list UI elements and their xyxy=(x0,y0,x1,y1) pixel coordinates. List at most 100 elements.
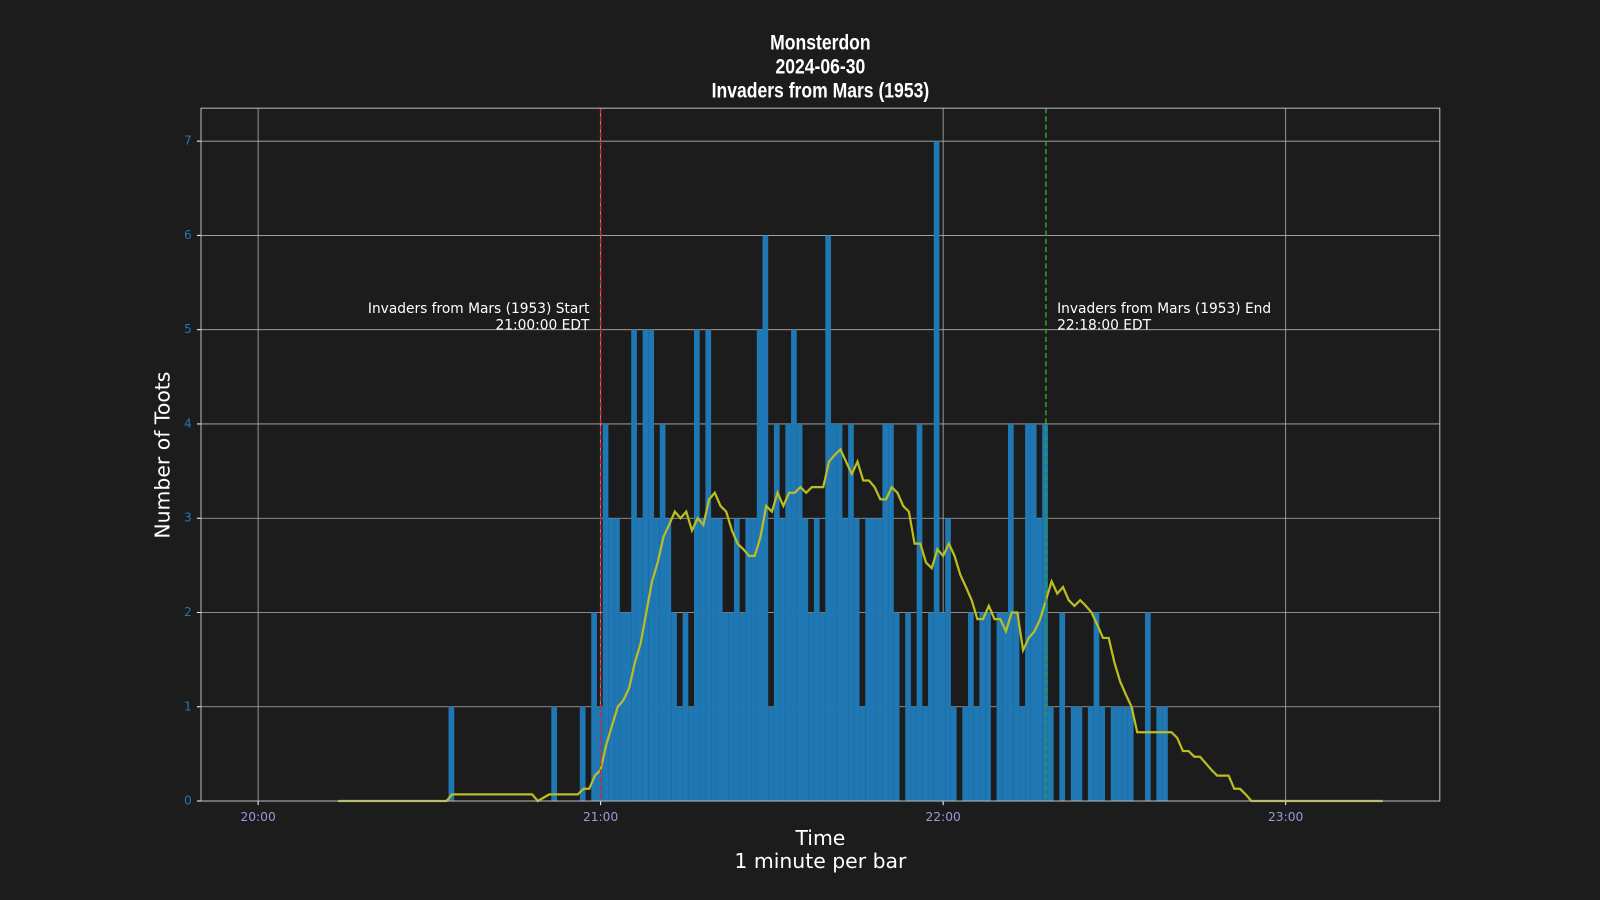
y-axis-label: Number of Toots xyxy=(150,372,174,539)
bar xyxy=(608,518,615,802)
bar xyxy=(591,612,597,802)
bar xyxy=(802,518,809,802)
bar xyxy=(870,518,877,802)
bar xyxy=(1042,423,1048,802)
bar xyxy=(619,612,626,802)
bar xyxy=(642,329,649,802)
chart-title: Invaders from Mars (1953) xyxy=(712,79,930,103)
bar xyxy=(1122,706,1128,802)
bar xyxy=(728,612,734,802)
bar xyxy=(705,329,712,802)
bar xyxy=(1116,706,1123,802)
bar xyxy=(1025,423,1031,802)
bar xyxy=(1110,706,1117,802)
bar xyxy=(1036,518,1043,802)
bar xyxy=(950,706,957,802)
bar xyxy=(596,706,603,802)
x-tick-label: 23:00 xyxy=(1268,810,1303,824)
bar xyxy=(808,612,814,802)
bar xyxy=(636,518,643,802)
bar xyxy=(910,706,917,802)
bar xyxy=(916,423,923,802)
bar xyxy=(762,235,769,802)
y-tick-label: 4 xyxy=(184,416,192,430)
bar xyxy=(791,329,797,802)
bar xyxy=(602,423,609,802)
x-axis-label: 1 minute per bar xyxy=(734,849,907,873)
bar xyxy=(1076,706,1083,802)
bar xyxy=(648,329,655,802)
x-axis-label: Time xyxy=(794,826,845,850)
bar xyxy=(1070,706,1077,802)
bar xyxy=(694,329,700,802)
annotation-text: 21:00:00 EDT xyxy=(495,318,589,334)
bar xyxy=(939,612,946,802)
bar xyxy=(1030,423,1037,802)
bar xyxy=(785,423,792,802)
bar xyxy=(945,518,951,802)
bar xyxy=(796,423,803,802)
y-tick-label: 1 xyxy=(184,699,192,713)
bar xyxy=(933,141,940,802)
y-tick-label: 5 xyxy=(184,322,192,336)
bar xyxy=(773,423,780,802)
bar xyxy=(699,518,706,802)
bar xyxy=(671,612,677,802)
bar xyxy=(1156,706,1163,802)
bar xyxy=(968,612,974,802)
bar xyxy=(733,518,740,802)
bar xyxy=(631,329,637,802)
bar xyxy=(614,518,620,802)
bar xyxy=(688,706,695,802)
bar xyxy=(853,518,860,802)
bar xyxy=(1099,706,1106,802)
bar xyxy=(625,612,632,802)
bar xyxy=(859,706,866,802)
bar xyxy=(813,518,820,802)
bar xyxy=(1162,706,1168,802)
bar xyxy=(893,612,900,802)
x-tick-label: 22:00 xyxy=(926,810,961,824)
y-tick-label: 3 xyxy=(184,511,192,525)
bar xyxy=(825,235,832,802)
bar xyxy=(1093,612,1100,802)
bar xyxy=(551,706,557,802)
bar xyxy=(962,706,969,802)
bar xyxy=(676,706,683,802)
bar xyxy=(745,518,752,802)
bar xyxy=(1047,706,1054,802)
bar xyxy=(842,518,849,802)
bar xyxy=(888,423,894,802)
y-tick-label: 0 xyxy=(184,794,192,808)
bar xyxy=(756,329,763,802)
bar xyxy=(928,612,934,802)
chart-title: 2024-06-30 xyxy=(776,55,866,79)
bar xyxy=(579,706,586,802)
rolling-line xyxy=(338,447,1383,803)
bar xyxy=(831,423,837,802)
bar xyxy=(819,612,826,802)
bar xyxy=(882,423,889,802)
annotation-text: Invaders from Mars (1953) End xyxy=(1057,301,1271,317)
bar xyxy=(836,423,843,802)
bar xyxy=(905,612,911,802)
x-tick-label: 21:00 xyxy=(583,810,618,824)
bar xyxy=(722,612,729,802)
bar xyxy=(1144,612,1151,802)
bar xyxy=(1127,706,1134,802)
y-tick-label: 6 xyxy=(184,228,192,242)
bar xyxy=(716,518,723,802)
bar xyxy=(739,612,746,802)
plot-frame xyxy=(200,107,1441,802)
bar xyxy=(1087,706,1094,802)
bar xyxy=(922,706,929,802)
y-tick-label: 2 xyxy=(184,605,192,619)
bar xyxy=(448,706,455,802)
bar xyxy=(654,518,660,802)
bar xyxy=(1059,612,1066,802)
bar xyxy=(779,518,786,802)
bar xyxy=(973,706,980,802)
bar xyxy=(711,518,717,802)
bar xyxy=(1002,612,1008,802)
bar xyxy=(1013,612,1020,802)
